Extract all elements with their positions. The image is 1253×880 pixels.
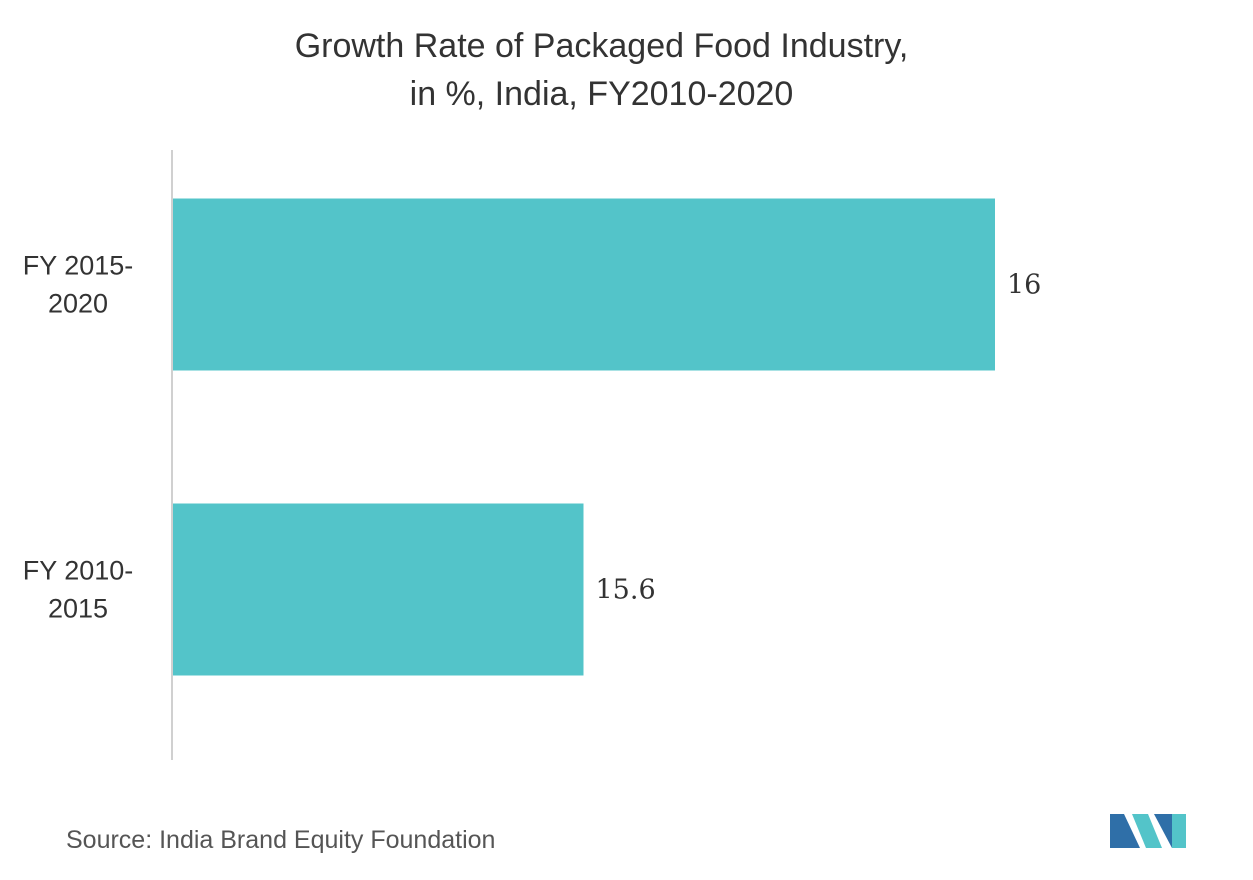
- logo-middle-shape: [1132, 814, 1162, 848]
- bar: [173, 503, 584, 676]
- chart-title: Growth Rate of Packaged Food Industry, i…: [0, 22, 1203, 118]
- category-tick-label-line: FY 2010-: [23, 556, 134, 586]
- category-tick-label-line: 2015: [48, 594, 108, 624]
- logo-right-shape: [1154, 814, 1172, 848]
- chart-subtitle: in %, India, FY2010-2020: [409, 75, 794, 113]
- category-tick-label-line: FY 2015-: [23, 251, 134, 281]
- mordor-intelligence-logo-icon: [1110, 814, 1186, 848]
- source-note: Source: India Brand Equity Foundation: [66, 826, 496, 854]
- bar: [173, 198, 995, 371]
- category-tick-label-line: 2020: [48, 289, 108, 319]
- logo-right-accent: [1172, 814, 1186, 848]
- bar-value-label: 15.6: [596, 575, 656, 606]
- chart-title-line1: Growth Rate of Packaged Food Industry,: [294, 27, 909, 65]
- category-tick-label: FY 2015- 2020: [23, 251, 134, 319]
- bar-value-label: 16: [1007, 270, 1041, 301]
- category-tick-label: FY 2010- 2015: [23, 556, 134, 624]
- logo-left-shape: [1110, 814, 1140, 848]
